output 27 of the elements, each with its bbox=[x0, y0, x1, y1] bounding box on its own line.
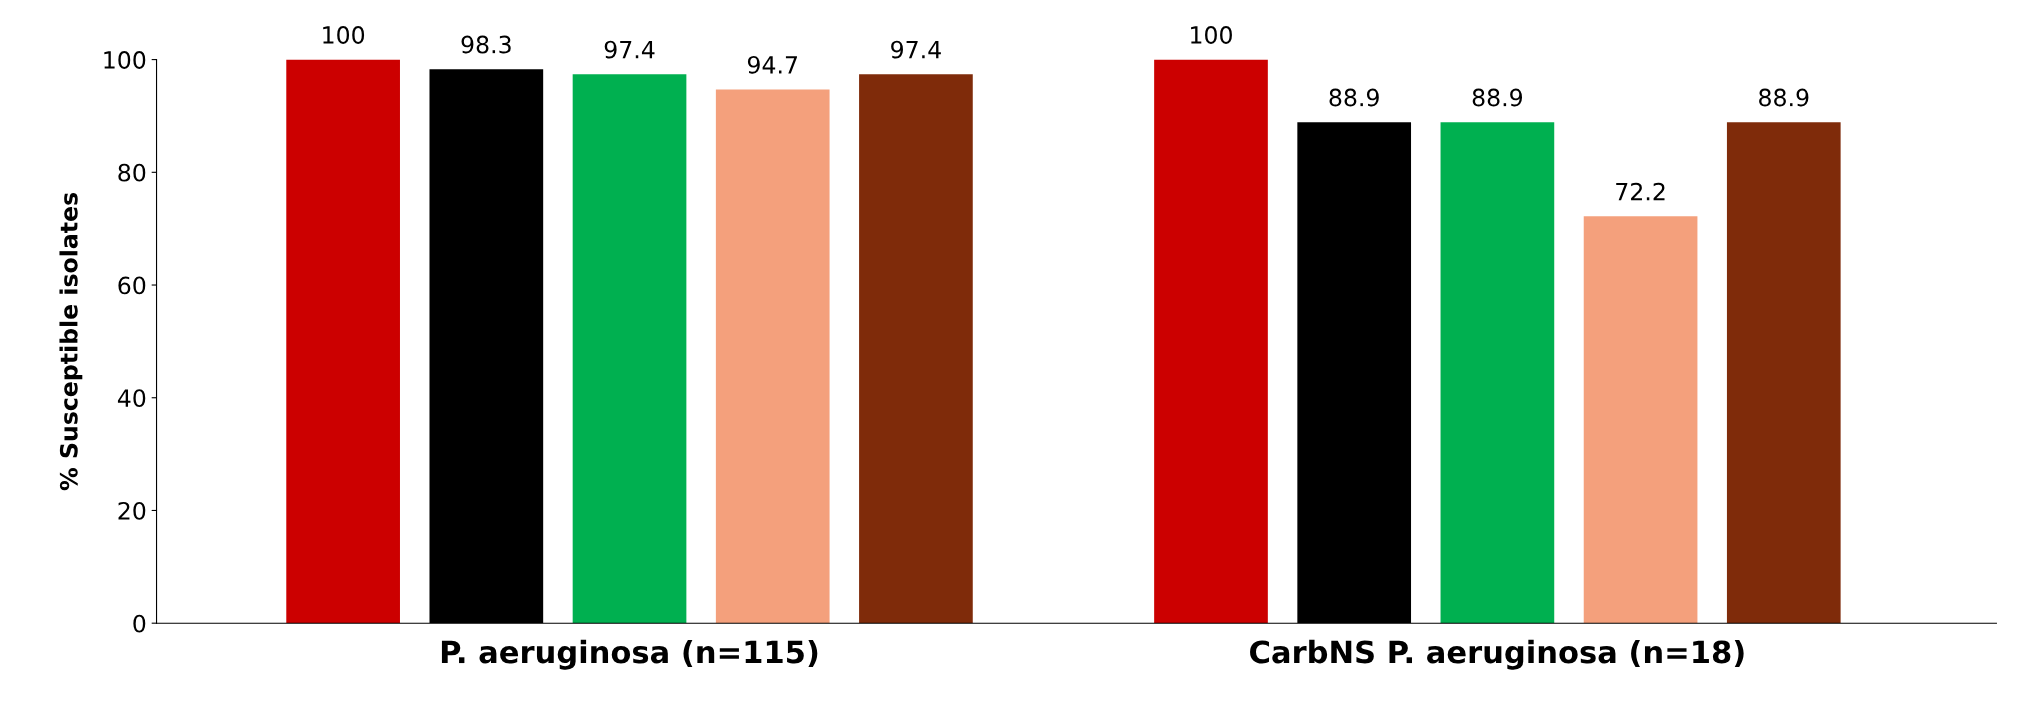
y-tick-label: 0 bbox=[133, 614, 146, 633]
data-label: 72.2 bbox=[1616, 182, 1665, 201]
y-tick-label: 80 bbox=[118, 163, 146, 182]
bar bbox=[1583, 216, 1698, 624]
y-tick-label: 100 bbox=[104, 51, 146, 69]
y-tick-label: 20 bbox=[118, 501, 146, 520]
data-label: 88.9 bbox=[1759, 88, 1809, 107]
data-label: 100 bbox=[1191, 26, 1232, 44]
bar bbox=[715, 89, 830, 624]
bar bbox=[572, 74, 687, 624]
y-axis-title: % Susceptible isolates bbox=[59, 193, 83, 491]
x-tick-label: P. aeruginosa (n=115) bbox=[441, 639, 818, 670]
bar bbox=[1726, 122, 1841, 624]
data-label: 98.3 bbox=[461, 35, 511, 54]
y-tick-label: 60 bbox=[118, 276, 146, 295]
x-tick-label: CarbNS P. aeruginosa (n=18) bbox=[1250, 639, 1744, 670]
data-label: 94.7 bbox=[747, 55, 797, 74]
bar bbox=[859, 74, 973, 624]
bar bbox=[1154, 59, 1268, 624]
data-label: 88.9 bbox=[1329, 88, 1379, 107]
y-tick-label: 40 bbox=[117, 389, 146, 408]
data-label: 97.4 bbox=[891, 40, 941, 59]
data-label: 88.9 bbox=[1472, 88, 1523, 107]
data-label: 100 bbox=[323, 26, 365, 44]
bar bbox=[1440, 122, 1555, 624]
data-label: 97.4 bbox=[604, 40, 655, 59]
bar bbox=[286, 59, 400, 624]
